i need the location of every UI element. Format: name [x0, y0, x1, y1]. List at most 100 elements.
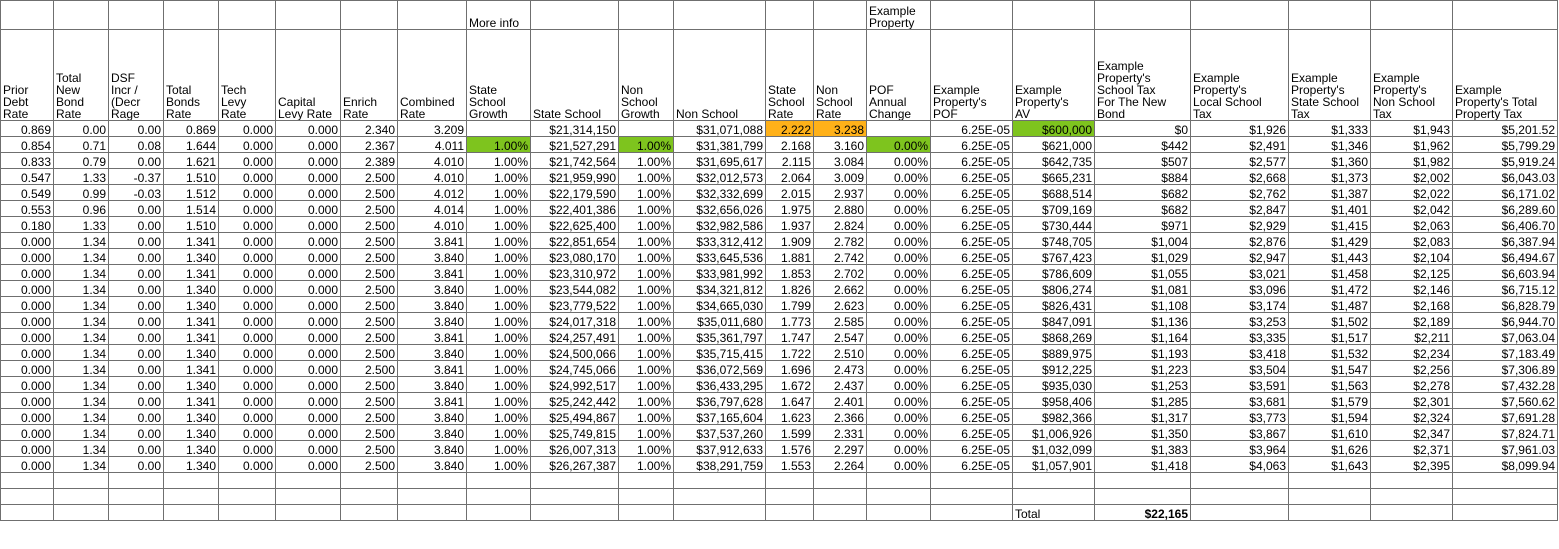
cell: $1,346: [1288, 136, 1371, 153]
cell: 1.34: [53, 328, 109, 345]
cell: $37,912,633: [673, 440, 766, 457]
cell: $6,406.70: [1452, 216, 1558, 233]
cell: $1,926: [1190, 120, 1289, 137]
cell: $5,201.52: [1452, 120, 1558, 137]
cell: 6.25E-05: [930, 296, 1013, 313]
cell: $1,458: [1288, 264, 1371, 281]
cell: 2.389: [340, 152, 398, 169]
cell: 2.510: [813, 344, 867, 361]
cell: $7,691.28: [1452, 408, 1558, 425]
empty-cell: [673, 472, 766, 489]
cell: 2.297: [813, 440, 867, 457]
cell: 3.840: [397, 424, 467, 441]
data-row: 0.833 0.79 0.00 1.621 0.000 0.000 2.389 4.010 1.…: [0, 152, 1558, 169]
data-row: 0.000 1.34 0.00 1.341 0.000 0.000 2.500 3.841 1.…: [0, 328, 1558, 345]
cell: 1.00%: [618, 248, 674, 265]
cell: 6.25E-05: [930, 264, 1013, 281]
empty-cell: [218, 488, 276, 505]
cell: $3,773: [1190, 408, 1289, 425]
cell: $935,030: [1012, 376, 1095, 393]
cell: $1,594: [1288, 408, 1371, 425]
cell: $2,371: [1370, 440, 1453, 457]
cell: $7,063.04: [1452, 328, 1558, 345]
cell: 2.500: [340, 392, 398, 409]
cell: $37,165,604: [673, 408, 766, 425]
data-row: 0.547 1.33 -0.37 1.510 0.000 0.000 2.500 4.010 1…: [0, 168, 1558, 185]
cell: 0.00%: [866, 168, 931, 185]
cell: 1.34: [53, 232, 109, 249]
cell: $1,193: [1094, 344, 1191, 361]
data-row: 0.000 1.34 0.00 1.340 0.000 0.000 2.500 3.840 1.…: [0, 344, 1558, 361]
empty-cell: [53, 472, 109, 489]
cell: 1.340: [163, 296, 219, 313]
column-header: Non School Rate: [813, 29, 867, 121]
cell: 1.00%: [618, 440, 674, 457]
cell: 1.340: [163, 248, 219, 265]
cell: 0.180: [0, 216, 54, 233]
cell: 0.000: [218, 200, 276, 217]
cell: $2,278: [1370, 376, 1453, 393]
cell: 1.00%: [466, 152, 531, 169]
cell: 0.00%: [866, 280, 931, 297]
empty-cell: [466, 488, 531, 505]
cell: $1,487: [1288, 296, 1371, 313]
cell: 1.00%: [466, 376, 531, 393]
cell: 1.510: [163, 168, 219, 185]
cell: $2,577: [1190, 152, 1289, 169]
cell: 0.000: [275, 280, 341, 297]
data-row: 0.000 1.34 0.00 1.340 0.000 0.000 2.500 3.840 1.…: [0, 248, 1558, 265]
cell: $3,096: [1190, 280, 1289, 297]
cell: 0.869: [163, 120, 219, 137]
cell: $31,381,799: [673, 136, 766, 153]
cell: 1.34: [53, 440, 109, 457]
cell: 1.340: [163, 344, 219, 361]
cell: $1,517: [1288, 328, 1371, 345]
cell: 3.840: [397, 296, 467, 313]
cell: 0.000: [0, 456, 54, 473]
cell: 1.34: [53, 248, 109, 265]
cell: $600,000: [1012, 120, 1095, 137]
cell: $730,444: [1012, 216, 1095, 233]
cell: 0.99: [53, 184, 109, 201]
cell: 3.841: [397, 360, 467, 377]
empty-cell: [1288, 504, 1371, 521]
cell: 6.25E-05: [930, 360, 1013, 377]
cell: $26,007,313: [530, 440, 619, 457]
empty-cell: [618, 504, 674, 521]
cell: $38,291,759: [673, 456, 766, 473]
cell: $912,225: [1012, 360, 1095, 377]
cell: $21,527,291: [530, 136, 619, 153]
cell: $3,418: [1190, 344, 1289, 361]
cell: $35,011,680: [673, 312, 766, 329]
cell: $36,072,569: [673, 360, 766, 377]
cell: 0.00%: [866, 376, 931, 393]
empty-cell: [813, 504, 867, 521]
cell: $971: [1094, 216, 1191, 233]
cell: $1,029: [1094, 248, 1191, 265]
cell: 0.00%: [866, 424, 931, 441]
cell: $3,504: [1190, 360, 1289, 377]
cell: 2.662: [813, 280, 867, 297]
cell: 3.840: [397, 248, 467, 265]
cell: 6.25E-05: [930, 392, 1013, 409]
cell: $2,002: [1370, 168, 1453, 185]
cell: 0.000: [0, 232, 54, 249]
cell: 6.25E-05: [930, 136, 1013, 153]
data-row: 0.000 1.34 0.00 1.341 0.000 0.000 2.500 3.841 1.…: [0, 360, 1558, 377]
cell: 1.00%: [466, 232, 531, 249]
cell: 1.00%: [466, 456, 531, 473]
cell: 1.773: [765, 312, 814, 329]
cell: 0.00: [108, 120, 164, 137]
cell: $2,042: [1370, 200, 1453, 217]
empty-cell: [397, 488, 467, 505]
cell: 4.010: [397, 152, 467, 169]
cell: $3,964: [1190, 440, 1289, 457]
cell: 0.000: [0, 344, 54, 361]
data-row: 0.180 1.33 0.00 1.510 0.000 0.000 2.500 4.010 1.…: [0, 216, 1558, 233]
cell: 2.366: [813, 408, 867, 425]
cell: 2.222: [765, 120, 814, 137]
cell: 1.34: [53, 376, 109, 393]
cell: 1.33: [53, 168, 109, 185]
cell: 0.000: [0, 376, 54, 393]
cell: 0.549: [0, 184, 54, 201]
